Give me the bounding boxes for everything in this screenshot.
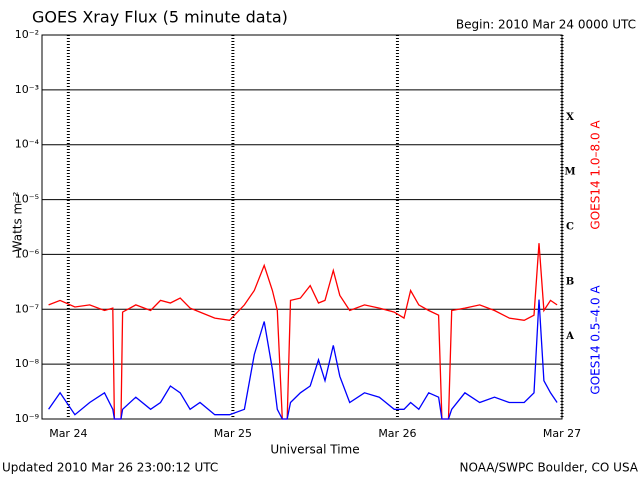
chart-title: GOES Xray Flux (5 minute data) (32, 8, 288, 27)
footer-right: NOAA/SWPC Boulder, CO USA (460, 461, 639, 475)
footer-left: Updated 2010 Mar 26 23:00:12 UTC (2, 461, 218, 475)
flare-class-label: B (566, 276, 574, 287)
x-axis-label: Universal Time (270, 443, 359, 457)
x-tick-label: Mar 27 (543, 427, 581, 440)
y-tick-label: 10⁻⁴ (15, 138, 40, 151)
flare-class-label: M (564, 167, 575, 178)
y-tick-label: 10⁻⁷ (15, 302, 39, 315)
series-line (48, 243, 558, 420)
y-tick-label: 10⁻⁹ (15, 412, 39, 425)
y-tick-label: 10⁻⁸ (15, 357, 40, 370)
y-tick-label: 10⁻² (15, 28, 39, 41)
legend-label: GOES14 1.0–8.0 A (589, 120, 603, 230)
plot-frame (41, 34, 563, 420)
y-tick-label: 10⁻⁶ (15, 247, 40, 260)
legend-label: GOES14 0.5–4.0 A (589, 285, 603, 395)
series-line (48, 299, 558, 420)
x-tick-label: Mar 25 (214, 427, 252, 440)
flare-class-label: X (566, 112, 574, 123)
x-tick-label: Mar 26 (378, 427, 416, 440)
chart-subtitle: Begin: 2010 Mar 24 0000 UTC (456, 18, 636, 32)
x-tick-label: Mar 24 (49, 427, 87, 440)
y-axis-label: Watts m⁻² (11, 191, 25, 252)
y-tick-label: 10⁻⁵ (15, 193, 39, 206)
flare-class-label: A (565, 331, 574, 342)
y-tick-label: 10⁻³ (15, 83, 39, 96)
flare-class-label: C (566, 222, 574, 233)
